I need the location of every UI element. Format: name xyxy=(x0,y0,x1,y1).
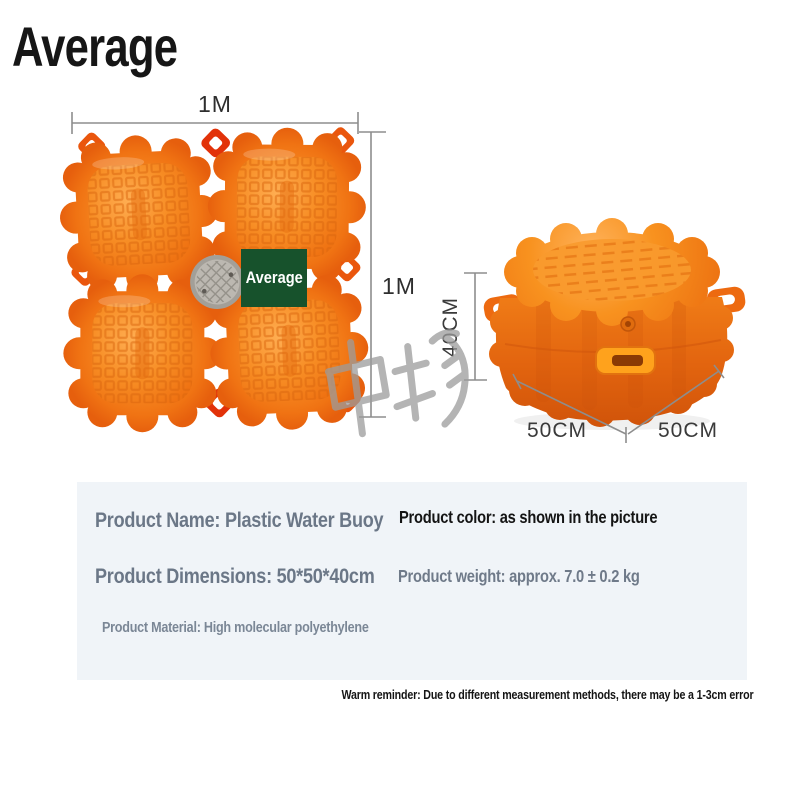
float-bottom-left xyxy=(63,274,222,433)
float-top-left xyxy=(55,131,222,298)
edge-lug-icon xyxy=(202,386,237,420)
buoy-width-dimension-label: 50CM xyxy=(658,419,718,442)
average-badge-label: Average xyxy=(245,268,303,287)
side-lug-left-icon xyxy=(483,294,523,323)
grid-width-dimension-label: 1M xyxy=(198,91,232,117)
buoy-depth-dimension-label: 50CM xyxy=(527,419,587,442)
edge-lug-icon xyxy=(198,126,233,160)
corner-lug-icon xyxy=(75,130,108,163)
spec-product-color: Product color: as shown in the picture xyxy=(399,507,658,527)
brand-title: Average xyxy=(12,15,178,78)
grid-dimension-lines xyxy=(71,112,386,418)
spec-product-name: Product Name: Plastic Water Buoy xyxy=(95,508,384,532)
average-badge: Average xyxy=(241,249,307,307)
buoy-body xyxy=(489,297,734,427)
spec-product-dimensions: Product Dimensions: 50*50*40cm xyxy=(95,564,375,588)
corner-lug-icon xyxy=(84,387,117,419)
buoy-handle xyxy=(595,346,656,375)
buoy-height-dimension-label: 40CM xyxy=(439,297,462,357)
side-lug-right-icon xyxy=(706,286,746,315)
spec-panel: Product Name: Plastic Water Buoy Product… xyxy=(77,482,747,680)
buoy-dimension-lines xyxy=(464,272,725,443)
spec-product-weight: Product weight: approx. 7.0 ± 0.2 kg xyxy=(398,566,640,586)
buoy-single-illustration xyxy=(483,218,746,430)
buoy-top-face xyxy=(504,218,720,326)
grid-height-dimension-label: 1M xyxy=(382,273,416,299)
buoy-grid-illustration xyxy=(55,124,372,434)
watermark xyxy=(324,329,469,438)
spec-product-material: Product Material: High molecular polyeth… xyxy=(102,619,369,636)
corner-lug-icon xyxy=(331,382,364,415)
corner-lug-icon xyxy=(324,124,357,157)
warm-reminder: Warm reminder: Due to different measurem… xyxy=(341,687,753,702)
buoy-plug-hole xyxy=(620,316,636,332)
edge-lug-icon xyxy=(330,251,363,284)
edge-lug-icon xyxy=(69,256,101,289)
buoy-plug-hole-center xyxy=(625,321,631,327)
